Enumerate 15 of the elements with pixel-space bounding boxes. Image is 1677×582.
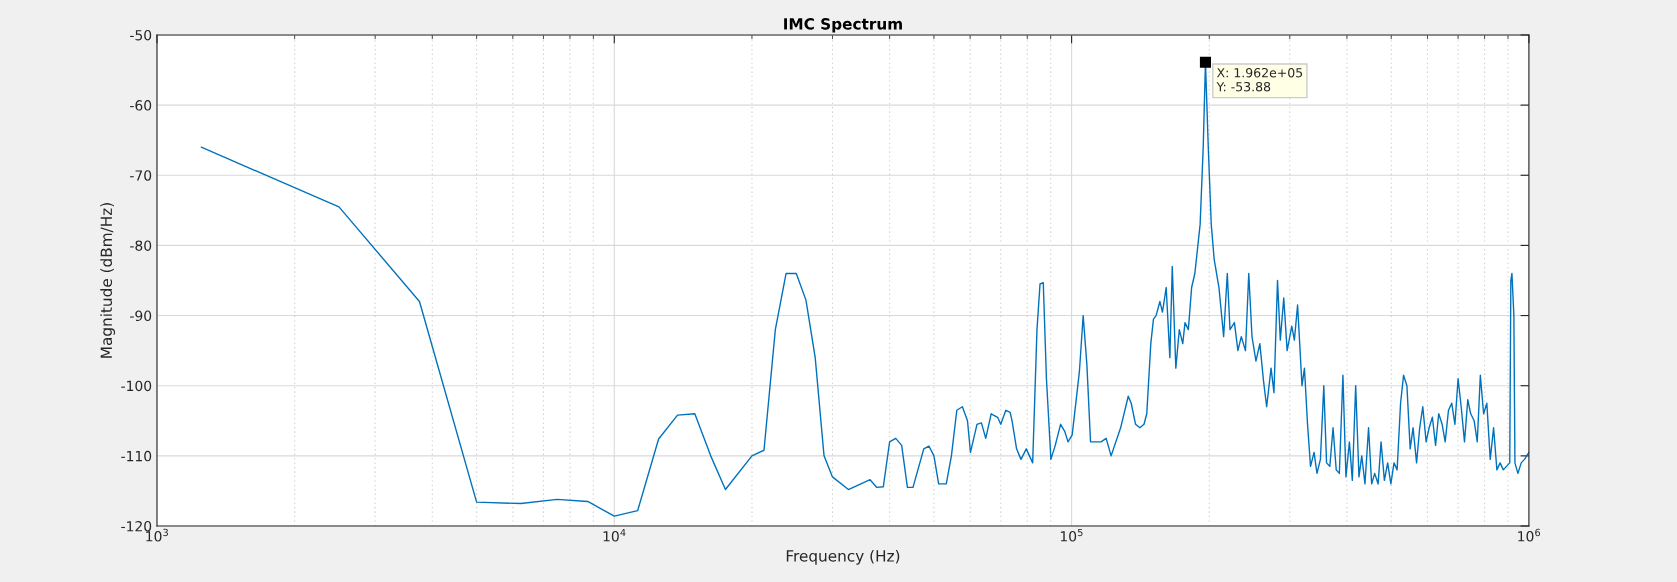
x-axis-title: Frequency (Hz) <box>786 549 900 565</box>
y-tick-label: -50 <box>130 29 152 41</box>
y-tick-label: -70 <box>130 170 152 181</box>
y-tick-label: -80 <box>130 240 152 251</box>
x-tick-label: 10$^{6}$ <box>1518 528 1541 542</box>
y-tick-label: -120 <box>121 520 152 532</box>
x-tick-label: 10$^{5}$ <box>1060 528 1083 542</box>
y-tick-label: -110 <box>121 450 152 462</box>
y-tick-label: -90 <box>130 310 152 322</box>
y-tick-label: -100 <box>121 380 152 392</box>
y-tick-label: -60 <box>130 100 152 111</box>
chart-title: IMC Spectrum <box>784 18 902 33</box>
x-tick-label: 10$^{4}$ <box>603 528 626 542</box>
annotation: X: 1.962e+05 Y: -53.88 <box>1216 67 1303 92</box>
y-axis-title: Magnitude (dBm/Hz) <box>100 203 116 358</box>
